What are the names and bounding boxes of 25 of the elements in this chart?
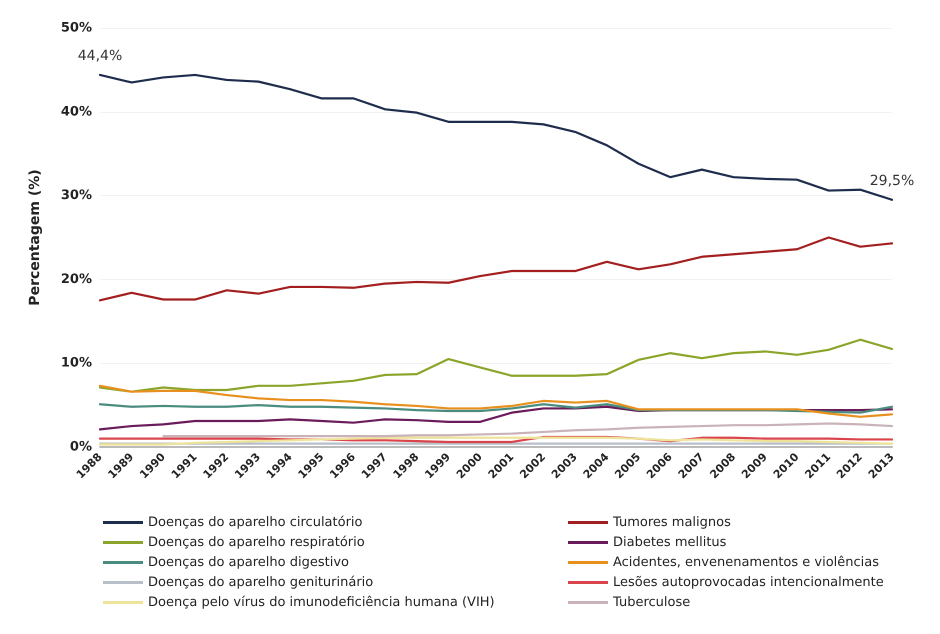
y-tick-label: 30% (60, 188, 92, 204)
line-series (98, 384, 894, 418)
line-series (162, 422, 894, 438)
legend-label: Tumores malignos (612, 515, 732, 530)
legend-label: Diabetes mellitus (613, 535, 727, 550)
y-tick-label: 40% (60, 104, 92, 120)
line-series (98, 338, 894, 393)
y-tick-label: 50% (60, 20, 92, 36)
line-series (98, 403, 894, 414)
data-label: 29,5% (870, 172, 914, 189)
legend-label: Acidentes, envenenamentos e violências (613, 555, 880, 570)
y-axis-title: Percentagem (%) (27, 169, 43, 306)
legend-label: Tuberculose (612, 595, 690, 610)
legend-label: Doenças do aparelho geniturinário (148, 575, 374, 590)
legend-label: Doenças do aparelho circulatório (148, 515, 363, 530)
y-tick-label: 20% (60, 272, 92, 287)
y-tick-label: 0% (70, 440, 92, 454)
line-series (98, 236, 894, 302)
legend-label: Doença pelo vírus do imunodeficiência humana (VIH) (148, 595, 495, 610)
data-label: 44,4% (78, 48, 122, 64)
legend-label: Doenças do aparelho digestivo (148, 555, 350, 570)
y-tick-label: 10% (60, 356, 92, 371)
legend-label: Lesões autoprovocadas intencionalmente (613, 575, 884, 590)
legend-label: Doenças do aparelho respiratório (148, 535, 365, 550)
line-series (98, 436, 894, 446)
